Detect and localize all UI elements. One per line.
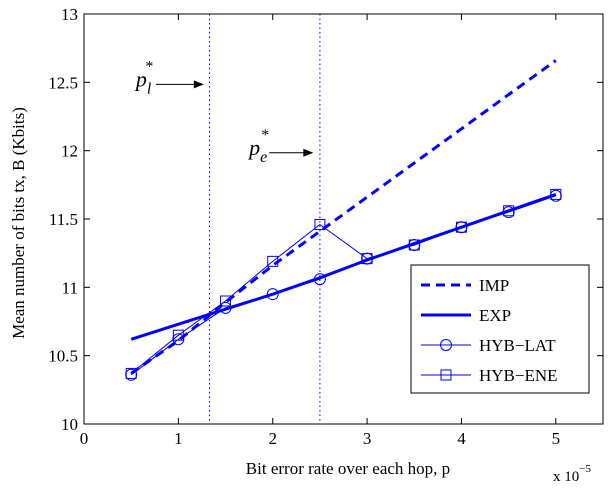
y-tick-label: 10.5	[48, 347, 78, 366]
annotation-label: pe *	[247, 127, 269, 166]
legend-item: EXP	[421, 306, 511, 325]
annotation-sup: *	[145, 58, 153, 75]
y-tick-label: 11	[62, 278, 78, 297]
x-axis-label: Bit error rate over each hop, p	[246, 459, 450, 478]
data-point-square	[172, 329, 184, 341]
x-tick-label: 3	[363, 429, 372, 448]
series-hyb-ene	[125, 188, 562, 379]
annotation-arrowhead	[303, 148, 314, 157]
reference-lines	[209, 14, 321, 424]
legend-label: IMP	[479, 276, 509, 295]
y-tick-label: 13	[61, 5, 78, 24]
x-tick-label: 1	[174, 429, 183, 448]
y-tick-label: 12.5	[48, 73, 78, 92]
annotation-sub: e	[260, 149, 267, 166]
x-tick-label: 2	[268, 429, 277, 448]
legend-label: HYB−ENE	[479, 366, 558, 385]
y-tick-label: 12	[61, 142, 78, 161]
y-axis-label: Mean number of bits tx, B (Kbits)	[9, 107, 28, 339]
annotation-pl: pl *	[134, 58, 204, 97]
data-point-circle	[313, 273, 326, 286]
plot-series	[125, 59, 562, 381]
x-tick-label: 0	[80, 429, 89, 448]
annotation-pe: pe *	[247, 127, 314, 166]
data-point-square	[455, 221, 467, 233]
legend-marker	[440, 339, 452, 351]
annotations: pl*pe*	[134, 58, 314, 166]
legend-label: HYB−LAT	[479, 336, 556, 355]
annotation-base: p	[247, 135, 260, 160]
legend-item: HYB−LAT	[421, 336, 556, 355]
data-point-circle	[266, 288, 279, 301]
annotation-label: pl *	[134, 58, 153, 97]
data-point-square	[408, 239, 420, 251]
x-tick-label: 4	[457, 429, 466, 448]
series-imp	[130, 59, 557, 375]
data-point-square	[314, 218, 326, 230]
annotation-arrowhead	[193, 80, 204, 89]
legend: IMP EXP HYB−LAT HYB−ENE	[410, 264, 590, 394]
annotation-sub: l	[147, 80, 152, 97]
x-multiplier-exponent: −5	[579, 463, 591, 475]
data-point-circle	[219, 301, 232, 314]
y-tick-label: 11.5	[49, 210, 78, 229]
data-point-square	[361, 253, 373, 265]
series-line	[130, 195, 556, 376]
data-point-square	[220, 295, 232, 307]
y-tick-label: 10	[61, 415, 78, 434]
x-multiplier-label: x 10−5	[553, 463, 591, 485]
annotation-sup: *	[261, 127, 269, 144]
series-line	[130, 59, 557, 375]
data-point-square	[125, 367, 137, 379]
legend-item: IMP	[421, 276, 509, 295]
data-point-square	[550, 188, 562, 200]
legend-item: HYB−ENE	[421, 366, 558, 385]
data-point-square	[267, 255, 279, 267]
data-point-square	[503, 205, 515, 217]
annotation-base: p	[134, 66, 147, 91]
series-line	[130, 193, 556, 374]
legend-marker	[440, 369, 452, 381]
x-multiplier-base: x 10	[553, 469, 579, 485]
legend-label: EXP	[479, 306, 511, 325]
x-tick-label: 5	[552, 429, 561, 448]
